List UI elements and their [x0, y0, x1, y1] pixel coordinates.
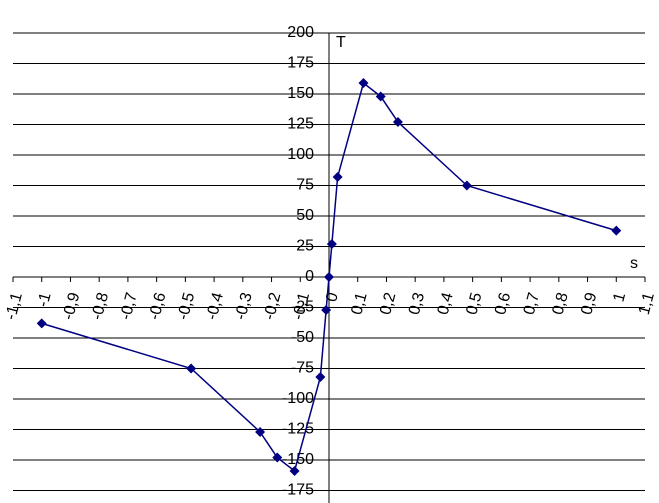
- y-tick-label: -175: [282, 482, 314, 499]
- x-tick-label: 0: [323, 291, 342, 304]
- point-marker: [321, 304, 332, 315]
- x-tick-label: -0,1: [290, 291, 314, 322]
- x-tick-label: -0,5: [175, 291, 199, 322]
- x-tick-label: 0,2: [377, 291, 399, 317]
- point-marker: [272, 452, 283, 463]
- point-marker: [375, 91, 386, 102]
- x-tick-label: 0,4: [435, 291, 457, 317]
- x-tick-label: 0,5: [463, 291, 485, 317]
- y-tick-label: 125: [287, 116, 314, 133]
- x-tick-label: -0,7: [117, 291, 141, 322]
- x-tick-label: -0,9: [60, 291, 84, 322]
- y-tick-label: 175: [287, 55, 314, 72]
- point-marker: [289, 465, 300, 476]
- point-marker: [326, 239, 337, 250]
- x-tick-label: -0,8: [89, 291, 113, 322]
- point-marker: [324, 272, 334, 282]
- x-tick-label: -0,4: [203, 291, 227, 322]
- x-tick-label: 0,1: [348, 291, 370, 317]
- x-tick-label: 1: [610, 291, 629, 304]
- point-marker: [36, 318, 47, 329]
- y-tick-label: 100: [287, 146, 314, 163]
- y-tick-label: 25: [296, 238, 314, 255]
- point-marker: [255, 426, 266, 437]
- x-tick-label: 1,1: [636, 291, 658, 317]
- point-marker: [611, 225, 622, 236]
- y-tick-label: -100: [282, 390, 314, 407]
- x-tick-label: -1: [35, 291, 55, 309]
- x-tick-label: 0,3: [406, 291, 428, 317]
- x-tick-label: -0,2: [261, 291, 285, 322]
- y-tick-label: 75: [296, 177, 314, 194]
- point-marker: [186, 363, 197, 374]
- x-tick-label: 0,9: [578, 291, 600, 317]
- y-axis-label: T: [336, 34, 346, 51]
- point-marker: [392, 117, 403, 128]
- y-tick-label: -25: [291, 299, 314, 316]
- point-marker: [358, 78, 369, 89]
- x-tick-label: -1,1: [2, 291, 26, 322]
- y-tick-label: -75: [291, 360, 314, 377]
- y-tick-label: 150: [287, 85, 314, 102]
- point-marker: [461, 180, 472, 191]
- x-tick-label: -0,6: [146, 291, 170, 322]
- x-tick-label: 0,6: [492, 291, 514, 317]
- y-tick-label: 50: [296, 207, 314, 224]
- y-tick-label: -50: [291, 329, 314, 346]
- x-tick-label: -0,3: [232, 291, 256, 322]
- point-marker: [315, 372, 326, 383]
- x-axis-label: s: [630, 255, 638, 272]
- point-marker: [332, 171, 343, 182]
- x-tick-label: 0,7: [521, 291, 543, 317]
- y-tick-label: -125: [282, 421, 314, 438]
- y-tick-label: 200: [287, 24, 314, 41]
- x-tick-label: 0,8: [550, 291, 572, 317]
